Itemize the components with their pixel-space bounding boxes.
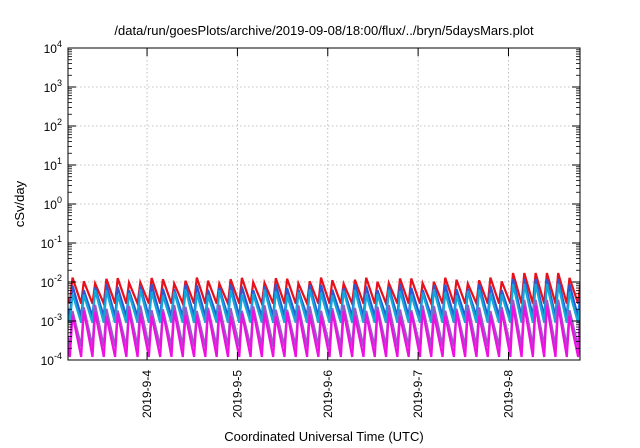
y-tick-label: 10-1 — [41, 234, 62, 251]
chart-title: /data/run/goesPlots/archive/2019-09-08/1… — [114, 23, 534, 38]
x-tick-label: 2019-9-8 — [501, 370, 515, 418]
y-tick-label: 104 — [44, 39, 62, 56]
x-tick-labels: 2019-9-4 2019-9-5 2019-9-6 2019-9-7 2019-9-8 — [140, 370, 515, 418]
x-axis-label: Coordinated Universal Time (UTC) — [224, 429, 423, 444]
y-tick-label: 10-3 — [41, 312, 62, 329]
series-line — [68, 305, 580, 358]
y-tick-label: 10-4 — [41, 351, 62, 368]
x-tick-label: 2019-9-6 — [321, 370, 335, 418]
y-axis-label: cSv/day — [12, 180, 27, 227]
series-line — [68, 283, 580, 324]
y-tick-label: 10-2 — [41, 273, 62, 290]
y-tick-label: 100 — [44, 195, 62, 212]
series-group — [68, 272, 580, 358]
series-line — [68, 278, 580, 317]
y-tick-label: 101 — [44, 156, 62, 173]
y-tick-labels: 10-4 10-3 10-2 10-1 100 101 102 103 104 — [41, 39, 62, 368]
y-tick-label: 102 — [44, 117, 62, 134]
x-tick-label: 2019-9-5 — [230, 370, 244, 418]
axis-ticks — [68, 47, 580, 361]
x-tick-label: 2019-9-4 — [140, 370, 154, 418]
series-line — [68, 272, 580, 308]
x-tick-label: 2019-9-7 — [411, 370, 425, 418]
y-tick-label: 103 — [44, 78, 62, 95]
